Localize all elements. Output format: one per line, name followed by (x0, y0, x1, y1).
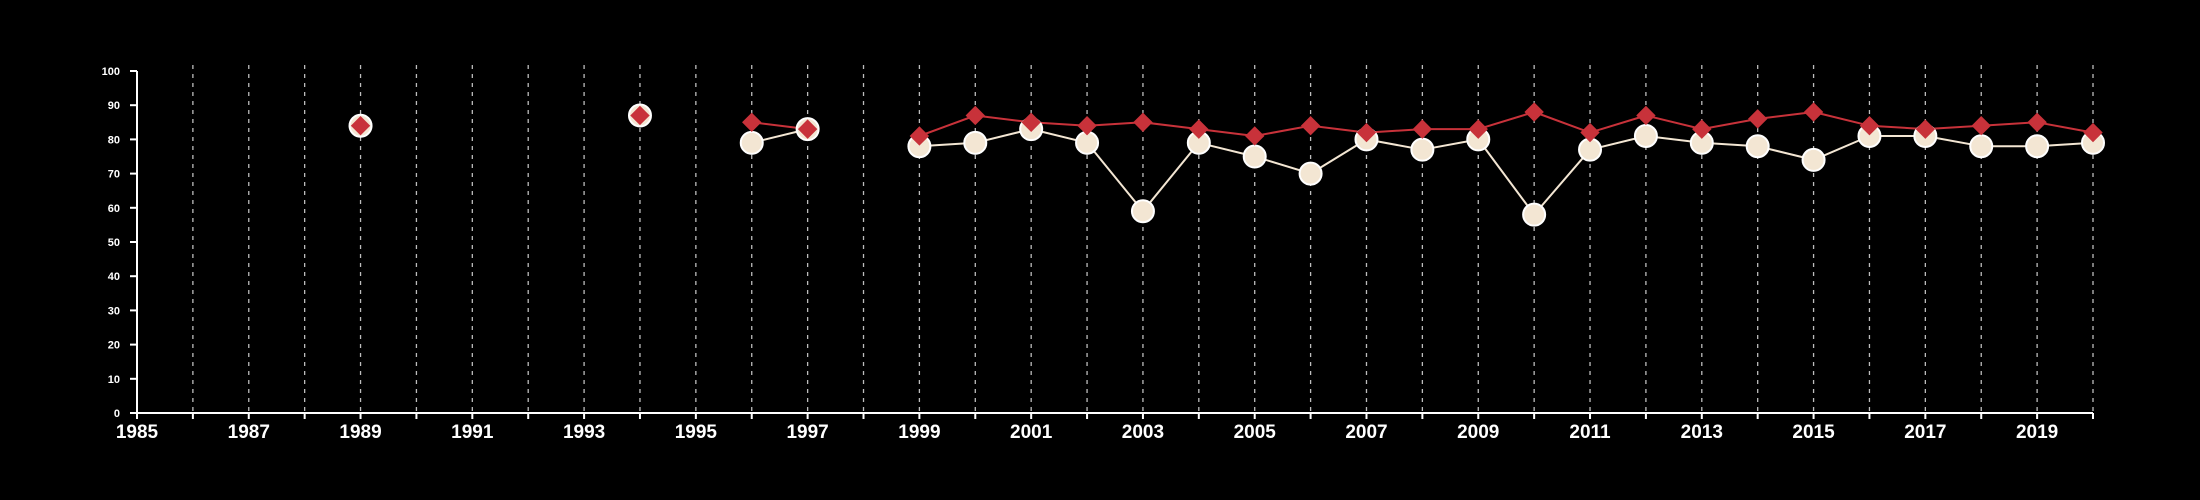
series-2-point-1994 (630, 105, 650, 126)
series-2-point-2016 (1859, 116, 1880, 136)
series-2-point-2012 (1636, 105, 1656, 126)
series-2-point-2004 (1189, 119, 1209, 139)
y-tick-label-40: 40 (108, 271, 120, 283)
y-tick-label-0: 0 (114, 408, 120, 420)
series-2-point-2017 (1915, 119, 1936, 139)
x-tick-label-1991: 1991 (451, 422, 494, 443)
series-2-point-2010 (1524, 102, 1544, 122)
series-2-point-1996 (742, 112, 762, 133)
y-tick-label-30: 30 (108, 305, 120, 317)
series-2-point-2005 (1245, 126, 1265, 146)
x-tick-label-2005: 2005 (1234, 422, 1277, 443)
series-2-point-2019 (2027, 112, 2047, 133)
series-2-point-2006 (1300, 116, 1321, 136)
series-1-point-2005 (1242, 144, 1267, 169)
series-2-point-1989 (350, 116, 371, 136)
x-tick-label-1999: 1999 (898, 422, 940, 443)
axes: 1985 1987 1989 1991 1993 1995 1997 1999 2001 2003… (102, 66, 2094, 443)
series-2-point-2013 (1692, 119, 1712, 139)
x-tick-label-1985: 1985 (116, 422, 159, 443)
series-2-point-2014 (1747, 109, 1768, 129)
x-tick-label-2001: 2001 (1010, 422, 1053, 443)
y-tick-label-70: 70 (108, 169, 120, 181)
series-1-line-segment-2 (919, 128, 2094, 216)
y-tick-label-50: 50 (108, 237, 120, 249)
y-tick-label-90: 90 (108, 100, 120, 112)
series-1-point-2019 (2025, 134, 2050, 159)
y-tick-label-80: 80 (108, 134, 120, 146)
series-2-point-2011 (1580, 122, 1600, 143)
y-tick-label-60: 60 (108, 203, 120, 215)
series-markers (348, 102, 2105, 227)
series-1-point-2014 (1745, 134, 1770, 159)
x-tick-label-2003: 2003 (1122, 422, 1164, 443)
x-tick-label-1987: 1987 (228, 422, 270, 443)
series-1-point-2000 (963, 130, 988, 155)
x-tick-label-2017: 2017 (1904, 422, 1946, 443)
series-2-point-2009 (1468, 119, 1488, 139)
series-2-point-2020 (2083, 122, 2103, 143)
series-2-line-segment-2 (919, 111, 2094, 137)
x-tick-label-1997: 1997 (786, 422, 828, 443)
series-2-point-2015 (1803, 102, 1824, 122)
x-tick-label-2015: 2015 (1792, 422, 1835, 443)
y-tick-label-100: 100 (102, 66, 120, 78)
x-tick-label-2011: 2011 (1569, 422, 1611, 443)
series-2-point-2000 (965, 105, 985, 126)
series-1-point-2018 (1969, 134, 1994, 159)
series-1-point-2015 (1801, 147, 1826, 172)
series-2-point-1999 (909, 126, 930, 146)
series-1-point-1996 (739, 130, 764, 155)
x-tick-label-2007: 2007 (1345, 422, 1387, 443)
series-2-point-2008 (1412, 119, 1433, 139)
x-tick-label-1989: 1989 (339, 422, 381, 443)
series-1-point-2006 (1298, 161, 1323, 186)
series-1-point-2010 (1522, 202, 1547, 227)
x-tick-label-2013: 2013 (1681, 422, 1723, 443)
series-2-point-2003 (1133, 112, 1153, 133)
series-1-point-2003 (1130, 199, 1155, 224)
series-2-point-2002 (1077, 116, 1097, 136)
x-tick-label-1995: 1995 (675, 422, 718, 443)
series-2-point-1997 (797, 119, 818, 139)
x-tick-label-1993: 1993 (563, 422, 605, 443)
series-2-point-2007 (1356, 122, 1377, 143)
x-tick-label-2019: 2019 (2016, 422, 2058, 443)
series-1-point-2012 (1633, 123, 1658, 148)
series-2-point-2018 (1971, 116, 1991, 136)
series-1-point-2008 (1410, 137, 1435, 162)
x-tick-label-2009: 2009 (1457, 422, 1499, 443)
y-tick-label-10: 10 (108, 374, 120, 386)
y-tick-label-20: 20 (108, 340, 120, 352)
series-2-point-2001 (1021, 112, 1041, 133)
